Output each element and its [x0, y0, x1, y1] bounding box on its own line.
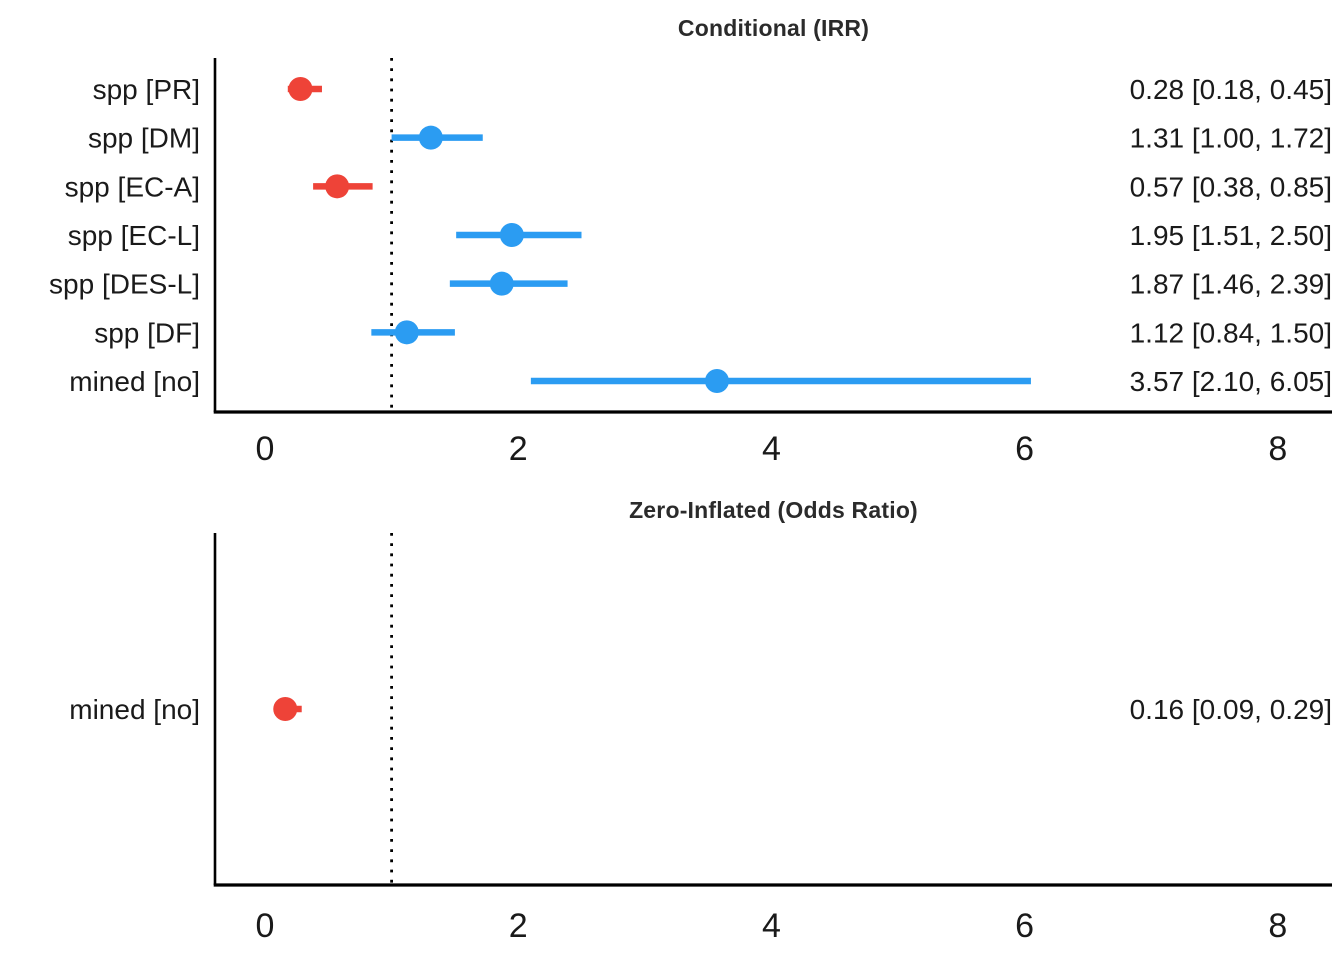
zero-inflated-panel-plot: 0 2 4 6 8 mined [no] 0.16 [0.09, 0.29]: [69, 533, 1332, 945]
row-label: mined [no]: [69, 694, 200, 725]
estimate-value: 0.57 [0.38, 0.85]: [1130, 171, 1332, 202]
x-tick-label: 6: [1015, 907, 1034, 945]
estimate-point: [325, 174, 350, 199]
estimate-point: [704, 369, 729, 394]
x-tick-label: 8: [1268, 907, 1287, 945]
x-tick-label: 6: [1015, 430, 1034, 468]
row-label: spp [EC-L]: [68, 220, 200, 251]
x-tick-label: 4: [762, 430, 781, 468]
estimate-point: [394, 320, 419, 345]
row-label: spp [DF]: [94, 317, 200, 348]
conditional-panel-title: Conditional (IRR): [677, 15, 870, 41]
estimate-value: 1.12 [0.84, 1.50]: [1130, 317, 1332, 348]
row-label: spp [PR]: [93, 74, 200, 105]
conditional-panel-plot: 0 2 4 6 8 spp [PR] 0.28 [0.18, 0.45] spp [DM] 1.…: [49, 58, 1332, 468]
x-tick-label: 0: [256, 430, 275, 468]
estimate-point: [499, 223, 524, 248]
x-tick-label: 8: [1268, 430, 1287, 468]
row-label: spp [EC-A]: [65, 171, 200, 202]
estimate-point: [489, 271, 514, 296]
row-label: spp [DES-L]: [49, 269, 200, 300]
estimate-value: 1.87 [1.46, 2.39]: [1130, 269, 1332, 300]
estimate-point: [273, 697, 298, 721]
estimate-value: 0.16 [0.09, 0.29]: [1130, 694, 1332, 725]
x-tick-label: 2: [509, 430, 528, 468]
x-tick-label: 0: [256, 907, 275, 945]
estimate-point: [418, 125, 443, 150]
estimate-value: 1.95 [1.51, 2.50]: [1130, 220, 1332, 251]
zero-inflated-panel-title: Zero-Inflated (Odds Ratio): [629, 497, 918, 523]
estimate-value: 1.31 [1.00, 1.72]: [1130, 123, 1332, 154]
row-label: mined [no]: [69, 366, 200, 397]
estimate-point: [288, 77, 313, 101]
estimate-value: 0.28 [0.18, 0.45]: [1130, 74, 1332, 105]
estimate-value: 3.57 [2.10, 6.05]: [1130, 366, 1332, 397]
row-label: spp [DM]: [88, 123, 200, 154]
x-tick-label: 4: [762, 907, 781, 945]
x-tick-label: 2: [509, 907, 528, 945]
